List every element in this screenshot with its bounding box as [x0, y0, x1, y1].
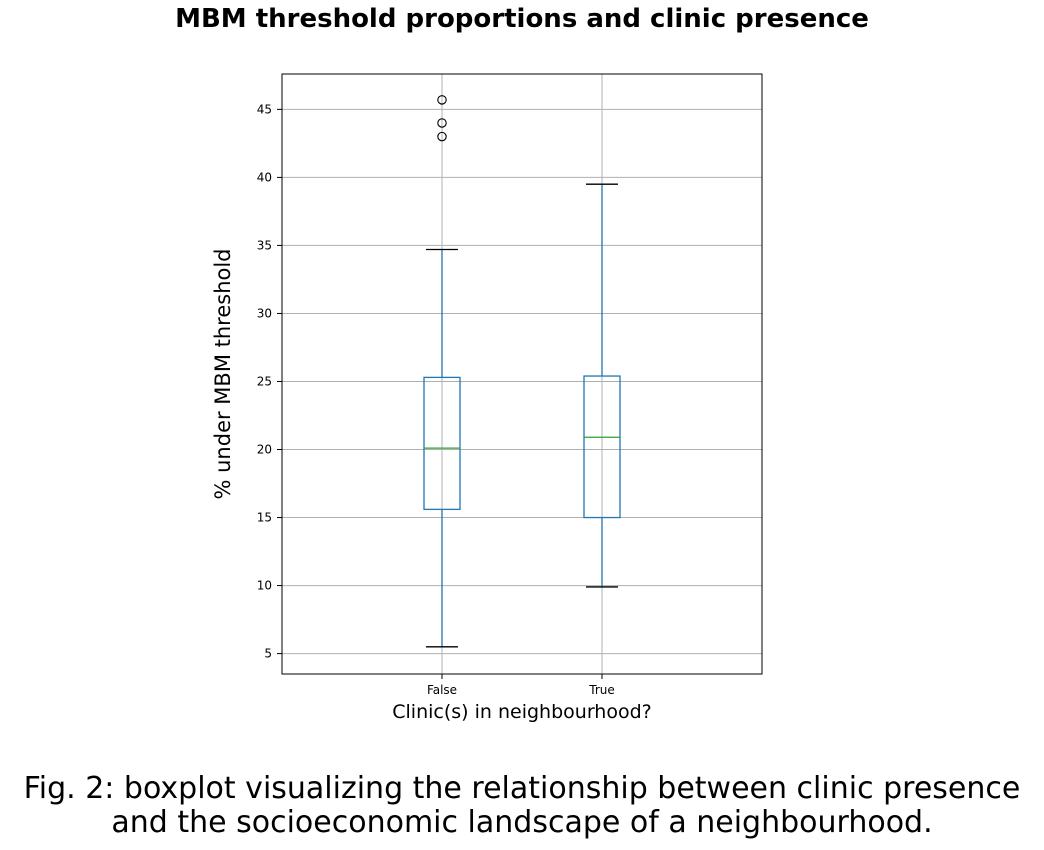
y-tick-label: 20 — [257, 443, 272, 457]
caption-line-1: Fig. 2: boxplot visualizing the relation… — [23, 771, 1021, 806]
y-tick-label: 35 — [257, 238, 272, 252]
y-tick-label: 25 — [257, 374, 272, 388]
iqr-box — [423, 376, 461, 511]
y-tick-label: 5 — [264, 647, 272, 661]
y-tick-label: 10 — [257, 579, 272, 593]
y-tick-label: 15 — [257, 511, 272, 525]
box-layer — [423, 95, 621, 648]
chart-title: MBM threshold proportions and clinic pre… — [175, 4, 869, 34]
outlier-point — [437, 95, 447, 105]
y-tick-label: 45 — [257, 102, 272, 116]
boxplot-chart: 5 10 15 20 25 30 35 40 45 False True Clinic(s) in … — [211, 73, 763, 723]
box-false — [423, 95, 461, 648]
box-true — [583, 183, 621, 588]
y-tick-label: 40 — [257, 170, 272, 184]
y-axis-label: % under MBM threshold — [211, 248, 235, 499]
tick-layer: 5 10 15 20 25 30 35 40 45 False True — [257, 102, 615, 697]
outlier-point — [437, 118, 447, 128]
figure-caption: Fig. 2: boxplot visualizing the relation… — [0, 772, 1044, 840]
x-axis-label: Clinic(s) in neighbourhood? — [392, 701, 651, 723]
y-tick-label: 30 — [257, 306, 272, 320]
plot-frame — [281, 73, 763, 675]
caption-line-2: and the socioeconomic landscape of a nei… — [111, 805, 933, 840]
x-tick-label: False — [427, 683, 457, 697]
grid-layer — [282, 74, 762, 674]
iqr-box — [583, 375, 621, 519]
x-tick-label: True — [588, 683, 615, 697]
outlier-point — [437, 131, 447, 142]
